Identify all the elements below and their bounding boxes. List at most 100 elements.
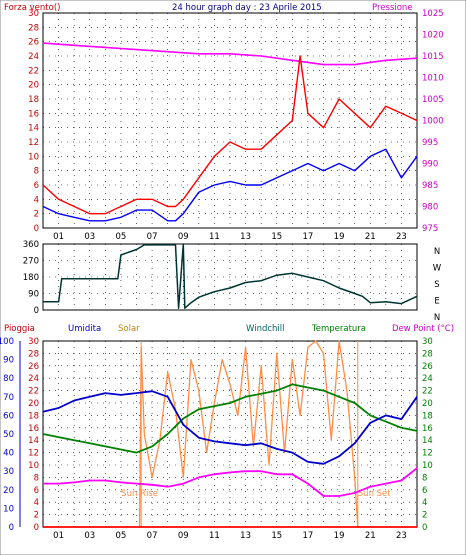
- panel1-xtick-03: 03: [84, 232, 95, 242]
- series-pressure-line: [42, 42, 418, 66]
- temp-tick-24: 24: [422, 374, 433, 384]
- wind-tick-24: 24: [28, 52, 39, 62]
- wind-tick-0: 0: [34, 224, 39, 234]
- legend-humidity: Umidita: [68, 324, 101, 334]
- pressure-tick-1015: 1015: [422, 52, 444, 62]
- pressure-tick-980: 980: [422, 203, 438, 213]
- humidity-tick-10: 10: [3, 504, 14, 514]
- temp-tick-12: 12: [422, 449, 433, 459]
- temp-tick-26: 26: [422, 362, 433, 372]
- wind-tick-10: 10: [28, 152, 39, 162]
- rain-tick-20: 20: [28, 399, 39, 409]
- wind-tick-28: 28: [28, 23, 39, 33]
- wind-tick-18: 18: [28, 95, 39, 105]
- rain-tick-12: 12: [28, 449, 39, 459]
- rain-tick-8: 8: [34, 473, 39, 483]
- compass-letter-0: N: [434, 247, 440, 257]
- humidity-tick-80: 80: [3, 374, 14, 384]
- series-humidity-line: [42, 390, 418, 465]
- humidity-tick-40: 40: [3, 449, 14, 459]
- rain-tick-2: 2: [34, 511, 39, 521]
- humidity-tick-60: 60: [3, 411, 14, 421]
- legend-temperature: Temperatura: [311, 324, 366, 334]
- wind-axis-title: Forza vento(): [4, 3, 60, 13]
- wind-tick-14: 14: [28, 124, 39, 134]
- panel1-xtick-17: 17: [303, 232, 314, 242]
- panel1-xtick-15: 15: [271, 232, 282, 242]
- humidity-tick-30: 30: [3, 467, 14, 477]
- humidity-tick-0: 0: [9, 523, 14, 533]
- direction-tick-270: 270: [23, 257, 39, 267]
- wind-tick-22: 22: [28, 66, 39, 76]
- pressure-tick-975: 975: [422, 224, 438, 234]
- rain-tick-28: 28: [28, 349, 39, 359]
- temp-tick-0: 0: [422, 523, 427, 533]
- pressure-tick-1025: 1025: [422, 9, 444, 19]
- temp-tick-2: 2: [422, 511, 427, 521]
- pressure-tick-985: 985: [422, 181, 438, 191]
- panel3-xtick-07: 07: [147, 531, 158, 541]
- panel3-xtick-09: 09: [178, 531, 189, 541]
- panel3-xtick-01: 01: [53, 531, 64, 541]
- temp-tick-10: 10: [422, 461, 433, 471]
- series-gust-line: [42, 55, 418, 215]
- wind-tick-12: 12: [28, 138, 39, 148]
- temp-tick-28: 28: [422, 349, 433, 359]
- direction-tick-180: 180: [23, 273, 39, 283]
- pressure-tick-1000: 1000: [422, 117, 444, 127]
- series-direction-line: [43, 243, 418, 309]
- temp-tick-22: 22: [422, 387, 433, 397]
- temp-tick-30: 30: [422, 337, 433, 347]
- legend-solar: Solar: [118, 324, 140, 334]
- chart-title: 24 hour graph day : 23 Aprile 2015: [172, 3, 322, 13]
- panel1-xtick-01: 01: [53, 232, 64, 242]
- series-wind-line: [42, 148, 418, 222]
- temp-tick-18: 18: [422, 411, 433, 421]
- legend-rain: Pioggia: [4, 324, 35, 334]
- wind-tick-30: 30: [28, 9, 39, 19]
- legend-dewpoint: Dew Point (°C): [392, 324, 454, 334]
- rain-tick-10: 10: [28, 461, 39, 471]
- pressure-axis-title: Pressione: [372, 3, 413, 13]
- direction-tick-360: 360: [23, 240, 39, 250]
- temp-tick-16: 16: [422, 424, 433, 434]
- panel3-xtick-17: 17: [303, 531, 314, 541]
- rain-tick-14: 14: [28, 436, 39, 446]
- panel3-xtick-21: 21: [365, 531, 376, 541]
- rain-tick-6: 6: [34, 486, 39, 496]
- compass-letter-2: S: [434, 280, 439, 290]
- temp-tick-20: 20: [422, 399, 433, 409]
- panel3-xtick-03: 03: [84, 531, 95, 541]
- pressure-tick-990: 990: [422, 160, 438, 170]
- temp-tick-4: 4: [422, 498, 427, 508]
- panel1-xtick-23: 23: [396, 232, 407, 242]
- pressure-tick-1020: 1020: [422, 31, 444, 41]
- panel3-xtick-23: 23: [396, 531, 407, 541]
- panel1-xtick-11: 11: [209, 232, 220, 242]
- humidity-tick-50: 50: [3, 430, 14, 440]
- direction-tick-90: 90: [28, 290, 39, 300]
- rain-tick-4: 4: [34, 498, 39, 508]
- rain-tick-22: 22: [28, 387, 39, 397]
- humidity-tick-100: 100: [0, 337, 14, 347]
- series-dewpoint-line: [43, 467, 418, 497]
- humidity-tick-70: 70: [3, 393, 14, 403]
- compass-letter-4: N: [434, 313, 440, 323]
- humidity-tick-20: 20: [3, 486, 14, 496]
- legend-windchill: Windchill: [246, 324, 285, 334]
- temp-tick-8: 8: [422, 473, 427, 483]
- humidity-tick-90: 90: [3, 356, 14, 366]
- panel1-xtick-05: 05: [116, 232, 127, 242]
- wind-tick-2: 2: [34, 210, 39, 220]
- panel1-xtick-21: 21: [365, 232, 376, 242]
- wind-tick-6: 6: [34, 181, 39, 191]
- rain-tick-26: 26: [28, 362, 39, 372]
- compass-letter-1: W: [433, 264, 442, 274]
- compass-letter-3: E: [434, 297, 439, 307]
- rain-tick-30: 30: [28, 337, 39, 347]
- panel3-xtick-15: 15: [271, 531, 282, 541]
- rain-tick-0: 0: [34, 523, 39, 533]
- wind-tick-4: 4: [34, 195, 39, 205]
- wind-tick-8: 8: [34, 167, 39, 177]
